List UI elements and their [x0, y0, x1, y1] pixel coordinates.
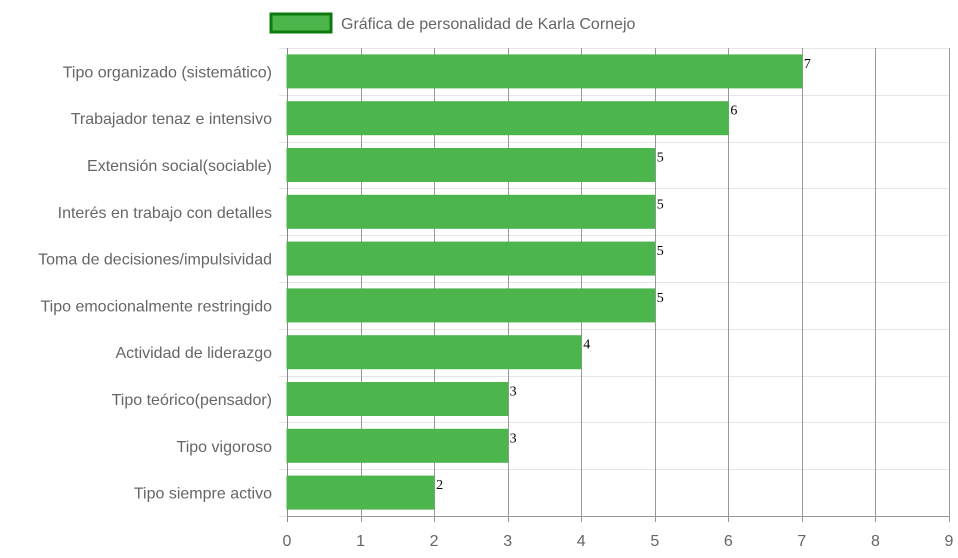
data-label: 5 [657, 151, 664, 166]
x-axis-tick-labels: 0 1 2 3 4 5 6 7 8 9 [283, 533, 954, 550]
category-label: Tipo vigoroso [177, 439, 273, 456]
bar[interactable] [286, 194, 656, 229]
category-label: Toma de decisiones/impulsividad [38, 252, 272, 269]
bar[interactable] [286, 288, 656, 323]
bar[interactable] [286, 101, 729, 136]
category-label: Extensión social(sociable) [87, 158, 272, 175]
bars [286, 54, 803, 510]
category-label: Tipo siempre activo [134, 486, 272, 503]
bar[interactable] [286, 475, 435, 510]
x-tick-label: 3 [503, 533, 512, 550]
data-label: 5 [657, 197, 664, 212]
x-tick-label: 4 [577, 533, 586, 550]
bar[interactable] [286, 335, 582, 370]
category-labels: Tipo organizado (sistemático) Trabajador … [38, 64, 272, 502]
x-tick-label: 6 [724, 533, 733, 550]
x-tick-label: 8 [871, 533, 880, 550]
legend-swatch [269, 12, 333, 34]
x-tick-label: 5 [650, 533, 659, 550]
category-label: Trabajador tenaz e intensivo [71, 111, 272, 128]
bar[interactable] [286, 241, 656, 276]
x-tick-label: 7 [797, 533, 806, 550]
data-label: 7 [804, 57, 811, 72]
data-label: 3 [510, 385, 517, 400]
category-label: Tipo emocionalmente restringido [40, 298, 272, 315]
category-label: Tipo teórico(pensador) [112, 392, 272, 409]
bar[interactable] [286, 148, 656, 182]
data-label: 3 [510, 431, 517, 446]
bar[interactable] [286, 54, 803, 89]
data-label: 2 [436, 478, 443, 493]
bar[interactable] [286, 428, 509, 463]
category-label: Actividad de liderazgo [115, 345, 272, 362]
data-label: 5 [657, 244, 664, 259]
bar[interactable] [286, 382, 509, 416]
data-label: 6 [730, 104, 737, 119]
data-label: 4 [583, 338, 590, 353]
legend[interactable]: Gráfica de personalidad de Karla Cornejo [269, 12, 636, 34]
category-label: Interés en trabajo con detalles [58, 205, 272, 222]
legend-label: Gráfica de personalidad de Karla Cornejo [341, 16, 636, 33]
x-tick-label: 1 [356, 533, 365, 550]
x-tick-label: 2 [430, 533, 439, 550]
x-tick-label: 0 [283, 533, 292, 550]
data-label: 5 [657, 291, 664, 306]
x-tick-label: 9 [945, 533, 954, 550]
data-labels: 7 6 5 5 5 5 4 3 3 2 [436, 57, 811, 493]
category-label: Tipo organizado (sistemático) [63, 64, 272, 81]
